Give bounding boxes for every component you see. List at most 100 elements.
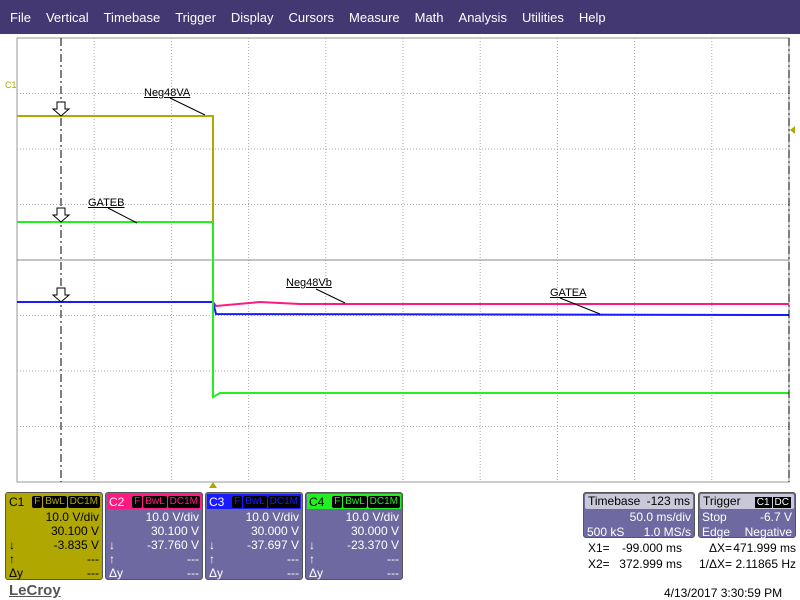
channel-panel-c3[interactable]: C3 F BwL DC1M 10.0 V/div 30.000 V ↓ -37.697 … (205, 492, 303, 580)
label-leader-line (315, 288, 346, 304)
label-gateb: GATEB (88, 197, 125, 209)
dx-label: ΔX= (708, 541, 732, 555)
menu-math[interactable]: Math (414, 9, 444, 25)
delta-y-label: Δy (309, 566, 324, 580)
dx-value: 471.999 ms (733, 541, 796, 555)
channel-panel-c2[interactable]: C2 F BwL DC1M 10.0 V/div 30.100 V ↓ -37.760 … (105, 492, 203, 580)
cursor-up-value: --- (287, 552, 299, 566)
timebase-delay: -123 ms (646, 494, 690, 508)
timebase-rate: 1.0 MS/s (643, 525, 691, 539)
lecroy-logo: LeCroy (9, 582, 61, 599)
timestamp: 4/13/2017 3:30:59 PM (664, 586, 783, 600)
trigger-coupling: DC (772, 497, 791, 508)
channel-name: C1 (9, 494, 25, 509)
label-gatea: GATEA (550, 287, 587, 299)
offset: 30.000 V (350, 524, 399, 538)
up-arrow-icon: ↑ (309, 552, 315, 566)
trigger-position-icon (209, 482, 217, 488)
cursor-up-value: --- (387, 552, 399, 566)
channel-tag: BwL (43, 495, 67, 508)
menu-help[interactable]: Help (578, 9, 606, 25)
label-leader-line (559, 297, 601, 315)
channel-tag: BwL (143, 495, 167, 508)
down-arrow-icon: ↓ (9, 538, 15, 552)
menu-trigger[interactable]: Trigger (175, 9, 216, 25)
channel-tag: DC1M (67, 495, 100, 508)
volts-per-div: 10.0 V/div (245, 510, 299, 524)
x1-label: X1= (588, 541, 610, 555)
menu-timebase[interactable]: Timebase (103, 9, 161, 25)
channel-tag: BwL (343, 495, 367, 508)
cursor-down-value: -23.370 V (346, 538, 399, 552)
channel-panel-c1[interactable]: C1 F BwL DC1M 10.0 V/div 30.100 V ↓ -3.835 V… (5, 492, 103, 580)
cursor-up-value: --- (87, 552, 99, 566)
volts-per-div: 10.0 V/div (345, 510, 399, 524)
inv-dx-value: 2.11865 Hz (735, 557, 797, 571)
offset: 30.100 V (50, 524, 99, 538)
down-arrow-icon: ↓ (309, 538, 315, 552)
delta-y-value: --- (287, 566, 299, 580)
x2-value: 372.999 ms (619, 557, 682, 571)
delta-y-label: Δy (9, 566, 24, 580)
channel-name: C2 (109, 494, 125, 509)
trigger-slope: Negative (744, 525, 792, 539)
volts-per-div: 10.0 V/div (45, 510, 99, 524)
waveform-display[interactable] (0, 34, 800, 494)
trigger-level: -6.7 V (759, 510, 792, 524)
delta-y-label: Δy (109, 566, 124, 580)
channel-tag: DC1M (367, 495, 400, 508)
menu-display[interactable]: Display (230, 9, 274, 25)
channel-marker: C1 (5, 80, 17, 90)
menu-analysis[interactable]: Analysis (458, 9, 507, 25)
menu-vertical[interactable]: Vertical (45, 9, 89, 25)
timebase-panel[interactable]: Timebase -123 ms 50.0 ms/div 500 kS 1.0 MS… (583, 492, 695, 539)
x1-value: -99.000 ms (621, 541, 682, 555)
cursor-arrow-icon (51, 101, 71, 117)
cursor-up-value: --- (187, 552, 199, 566)
cursor-down-value: -3.835 V (53, 538, 99, 552)
menu-utilities[interactable]: Utilities (521, 9, 564, 25)
label-leader-line (107, 207, 138, 224)
trigger-source: C1 (754, 497, 772, 508)
timebase-label: Timebase (588, 494, 641, 508)
up-arrow-icon: ↑ (209, 552, 215, 566)
inv-dx-label: 1/ΔX= (698, 557, 732, 571)
channel-panel-c4[interactable]: C4 F BwL DC1M 10.0 V/div 30.000 V ↓ -23.370 … (305, 492, 403, 580)
label-leader-line (169, 97, 206, 116)
channel-tag: DC1M (267, 495, 300, 508)
menu-measure[interactable]: Measure (349, 9, 400, 25)
timebase-samples: 500 kS (587, 525, 625, 539)
menu-file[interactable]: File (10, 9, 31, 25)
delta-y-value: --- (87, 566, 99, 580)
label-neg48va: Neg48VA (144, 87, 191, 99)
channel-tag: BwL (243, 495, 267, 508)
trace-c3 (17, 301, 790, 316)
cursor-arrow-icon (51, 207, 71, 223)
delta-y-label: Δy (209, 566, 224, 580)
trace-c4 (17, 221, 789, 399)
cursor-down-value: -37.697 V (246, 538, 299, 552)
channel-name: C3 (209, 494, 225, 509)
timebase-tdiv: 50.0 ms/div (629, 510, 691, 524)
menu-cursors[interactable]: Cursors (288, 9, 335, 25)
channel-tag: F (32, 495, 43, 508)
channel-tag: F (232, 495, 243, 508)
trigger-mode: Stop (702, 510, 727, 524)
trigger-label: Trigger (703, 494, 741, 508)
menu-bar: File Vertical Timebase Trigger Display Cursor… (0, 0, 800, 34)
channel-tag: DC1M (167, 495, 200, 508)
up-arrow-icon: ↑ (109, 552, 115, 566)
offset: 30.000 V (250, 524, 299, 538)
channel-name: C4 (309, 494, 325, 509)
volts-per-div: 10.0 V/div (145, 510, 199, 524)
cursor-down-value: -37.760 V (146, 538, 199, 552)
trigger-panel[interactable]: Trigger C1 DC Stop -6.7 V Edge Negative (698, 492, 796, 539)
trigger-type: Edge (702, 525, 731, 539)
delta-y-value: --- (187, 566, 199, 580)
offset: 30.100 V (150, 524, 199, 538)
trigger-level-icon (790, 126, 795, 134)
x2-label: X2= (588, 557, 610, 571)
channel-tag: F (332, 495, 343, 508)
down-arrow-icon: ↓ (209, 538, 215, 552)
up-arrow-icon: ↑ (9, 552, 15, 566)
